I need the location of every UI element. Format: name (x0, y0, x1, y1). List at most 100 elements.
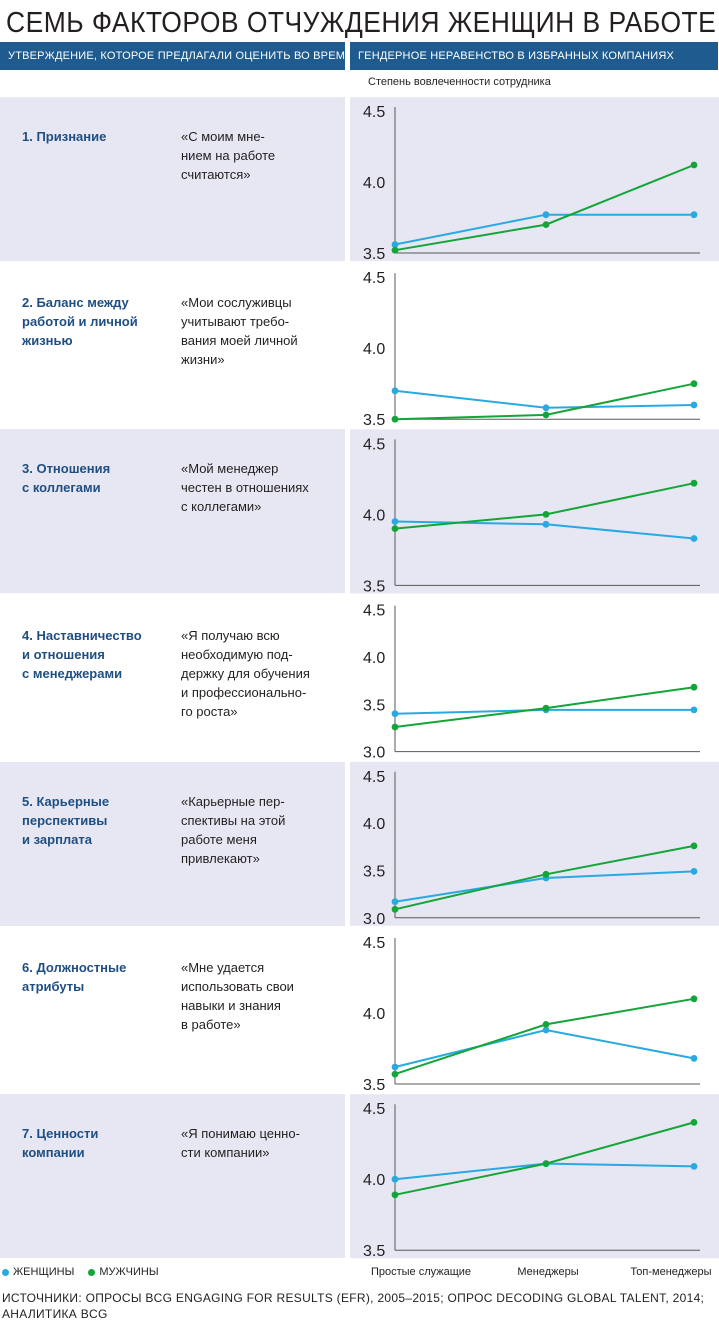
data-point-men-1-1 (542, 221, 550, 229)
statement-text-7: «Я понимаю ценно- сти компании» (181, 1126, 300, 1161)
factor-label-4: 4. Наставничество и отношения с менеджер… (22, 627, 142, 681)
factor-label-5: 5. Карьерные перспективы и зарплата (22, 793, 110, 847)
data-point-men-7-1 (542, 1160, 550, 1167)
data-point-women-2-1 (542, 404, 550, 412)
statement-panel-6 (0, 928, 345, 1092)
y-tick-label-1-1: 4.0 (363, 175, 385, 192)
y-tick-label-3-1: 4.0 (363, 507, 385, 524)
statement-text-6: «Мне удается использовать свои навыки и … (181, 960, 294, 1032)
legend-dot-women (2, 1268, 9, 1276)
data-point-men-1-0 (391, 246, 399, 254)
x-tick-label-1: Менеджеры (517, 1266, 579, 1278)
data-point-men-4-0 (391, 723, 399, 731)
factor-label-3: 3. Отношения с коллегами (22, 461, 111, 496)
statement-text-2: «Мои сослуживцы учитывают требо- вания м… (181, 295, 298, 368)
factor-label-6: 6. Должностные атрибуты (22, 960, 127, 994)
legend: ЖЕНЩИНЫ МУЖЧИНЫ (2, 1266, 173, 1278)
chart-panel-1 (350, 97, 719, 261)
statement-panel-1 (0, 97, 345, 261)
data-point-men-2-0 (391, 415, 399, 423)
y-tick-label-5-0: 4.5 (363, 769, 385, 786)
data-point-men-5-1 (542, 870, 550, 878)
y-axis-label: Степень вовлеченности сотрудника (368, 76, 551, 88)
data-point-women-5-2 (690, 868, 698, 875)
data-point-men-7-0 (391, 1191, 399, 1199)
y-tick-label-7-1: 4.0 (363, 1172, 385, 1189)
data-point-women-6-0 (391, 1063, 399, 1071)
y-tick-label-1-2: 3.5 (363, 246, 385, 263)
statement-text-5: «Карьерные пер- спективы на этой работе … (181, 793, 286, 866)
data-point-women-4-2 (690, 706, 698, 714)
header-gender-gap: ГЕНДЕРНОЕ НЕРАВЕНСТВО В ИЗБРАННЫХ КОМПАН… (350, 42, 718, 70)
data-point-men-5-0 (391, 905, 399, 913)
factor-label-7: 7. Ценности компании (22, 1126, 99, 1161)
header-statement: УТВЕРЖДЕНИЕ, КОТОРОЕ ПРЕДЛАГАЛИ ОЦЕНИТЬ … (0, 42, 345, 70)
data-point-men-2-1 (542, 411, 550, 419)
y-tick-label-4-3: 3.0 (363, 745, 385, 762)
factor-label-1: 1. Признание (22, 129, 107, 144)
statement-text-3: «Мой менеджер честен в отношениях с колл… (181, 461, 309, 515)
statement-panel-2 (0, 263, 345, 428)
data-point-women-3-1 (542, 520, 550, 528)
statement-panel-7 (0, 1094, 345, 1259)
chart-panel-7 (350, 1094, 719, 1259)
data-point-women-6-1 (542, 1026, 550, 1034)
statement-text-1: «С моим мне- нием на работе считаются» (181, 129, 276, 182)
data-point-women-1-0 (391, 241, 399, 248)
statement-text-4: «Я получаю всю необходимую под- держку д… (181, 627, 310, 719)
y-tick-label-5-1: 4.0 (363, 816, 385, 833)
y-tick-label-4-0: 4.5 (363, 603, 385, 620)
data-point-women-2-0 (391, 387, 399, 395)
y-tick-label-3-2: 3.5 (363, 578, 385, 595)
data-point-men-7-2 (690, 1119, 698, 1126)
y-tick-label-5-2: 3.5 (363, 863, 385, 880)
y-tick-label-7-2: 3.5 (363, 1243, 385, 1260)
data-point-women-7-2 (690, 1163, 698, 1170)
data-point-women-1-2 (690, 211, 698, 219)
x-tick-label-0: Простые служащие (370, 1266, 472, 1278)
y-tick-label-2-1: 4.0 (363, 341, 385, 358)
y-tick-label-2-2: 3.5 (363, 412, 385, 429)
data-point-women-1-1 (542, 211, 550, 219)
y-tick-label-5-3: 3.0 (363, 911, 385, 928)
y-tick-label-4-1: 4.0 (363, 650, 385, 667)
data-point-men-2-2 (690, 380, 698, 388)
y-tick-label-1-0: 4.5 (363, 104, 385, 121)
data-point-women-3-2 (690, 535, 698, 542)
data-point-men-1-2 (690, 161, 698, 169)
data-point-women-3-0 (391, 518, 399, 525)
data-point-men-6-0 (391, 1070, 399, 1078)
data-point-men-4-1 (542, 704, 550, 712)
data-point-men-3-2 (690, 479, 698, 487)
factor-label-2: 2. Баланс между работой и личной жизнью (22, 295, 138, 349)
statement-panel-4 (0, 595, 345, 760)
data-point-men-5-2 (690, 842, 698, 850)
y-tick-label-6-2: 3.5 (363, 1077, 385, 1094)
chart-panel-2 (350, 263, 719, 428)
y-tick-label-6-0: 4.5 (363, 935, 385, 952)
chart-panel-4 (350, 595, 719, 760)
chart-panel-6 (350, 928, 719, 1092)
x-tick-label-2: Топ-менеджеры (630, 1266, 712, 1278)
data-point-women-6-2 (690, 1055, 698, 1062)
data-point-men-4-2 (690, 683, 698, 691)
y-tick-label-7-0: 4.5 (363, 1101, 385, 1118)
source-note: ИСТОЧНИКИ: ОПРОСЫ BCG ENGAGING FOR RESUL… (2, 1291, 705, 1321)
y-tick-label-4-2: 3.5 (363, 697, 385, 714)
legend-label-men: МУЖЧИНЫ (99, 1266, 159, 1278)
data-point-women-7-0 (391, 1175, 399, 1183)
data-point-women-2-2 (690, 401, 698, 409)
data-point-men-6-2 (690, 995, 698, 1003)
statement-panel-5 (0, 761, 345, 926)
chart-panel-3 (350, 429, 719, 594)
legend-label-women: ЖЕНЩИНЫ (13, 1266, 75, 1278)
legend-item-women: ЖЕНЩИНЫ (2, 1266, 74, 1278)
statement-panel-3 (0, 429, 345, 594)
data-point-men-3-1 (542, 511, 550, 518)
chart-panel-5 (350, 761, 719, 926)
chart-title: СЕМЬ ФАКТОРОВ ОТЧУЖДЕНИЯ ЖЕНЩИН В РАБОТЕ (6, 7, 717, 39)
data-point-women-5-0 (391, 898, 399, 906)
y-tick-label-2-0: 4.5 (363, 270, 385, 287)
legend-dot-men (88, 1268, 96, 1276)
